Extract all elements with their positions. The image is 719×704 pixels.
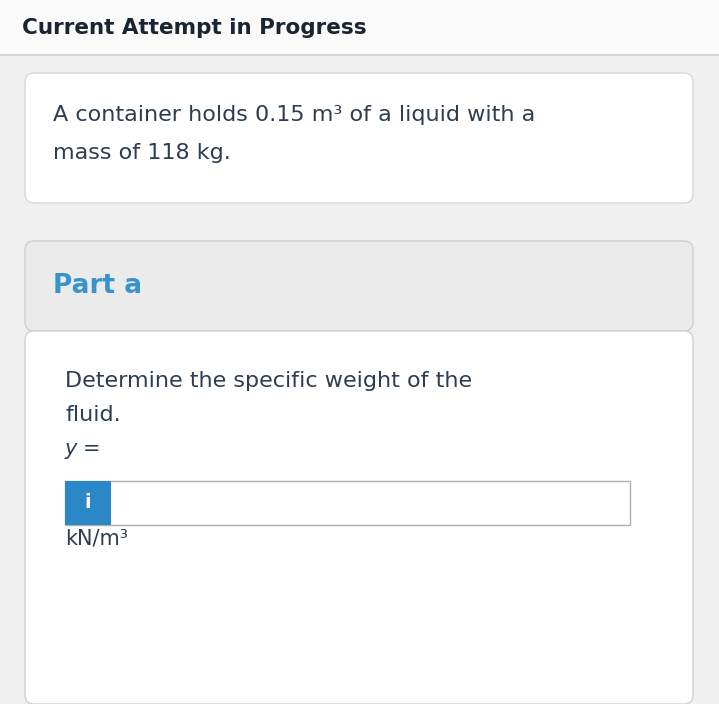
FancyBboxPatch shape [25, 73, 693, 203]
Text: fluid.: fluid. [65, 405, 121, 425]
Text: mass of 118 kg.: mass of 118 kg. [53, 143, 231, 163]
Bar [65, 481, 111, 525]
Bar [0, 0, 719, 55]
Text: y =: y = [65, 439, 101, 459]
FancyBboxPatch shape [25, 241, 693, 331]
Text: kN/m³: kN/m³ [65, 529, 128, 549]
Bar [65, 481, 630, 525]
Text: Determine the specific weight of the: Determine the specific weight of the [65, 371, 472, 391]
Text: i: i [85, 494, 91, 513]
Text: Current Attempt in Progress: Current Attempt in Progress [22, 18, 367, 37]
Text: A container holds 0.15 m³ of a liquid with a: A container holds 0.15 m³ of a liquid wi… [53, 105, 535, 125]
Text: Part a: Part a [53, 273, 142, 299]
FancyBboxPatch shape [25, 331, 693, 704]
